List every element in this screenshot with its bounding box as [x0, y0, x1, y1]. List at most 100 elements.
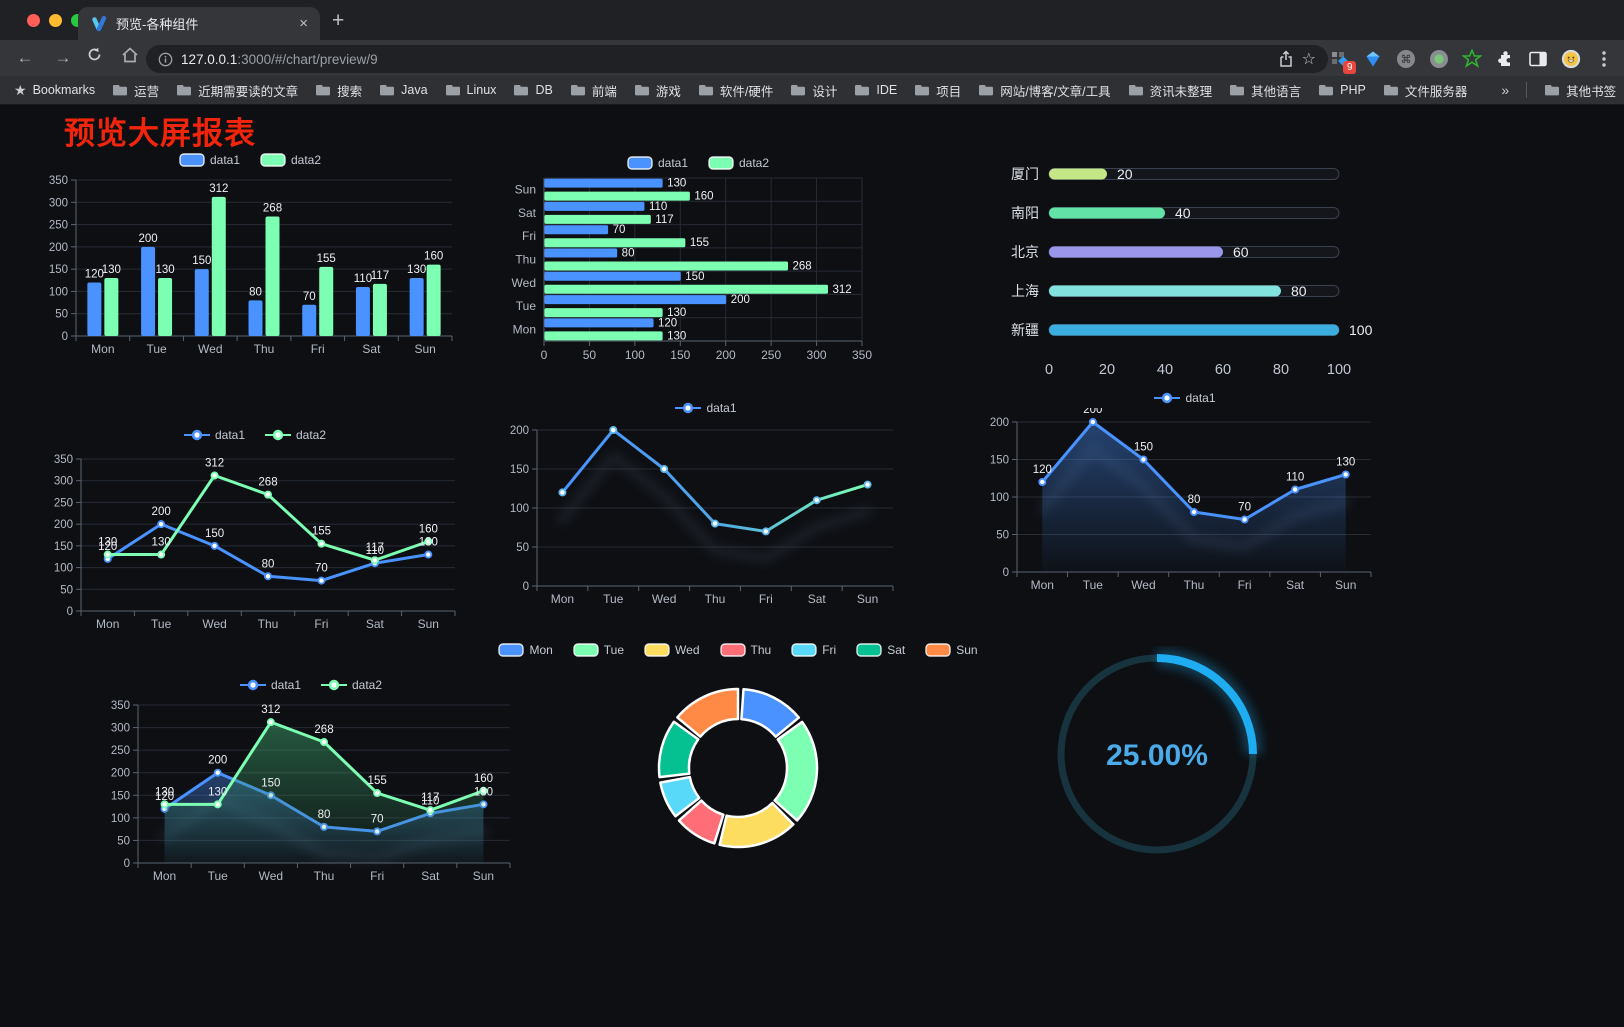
site-info-icon[interactable]	[158, 52, 173, 67]
svg-text:0: 0	[62, 331, 68, 343]
svg-text:100: 100	[54, 563, 73, 575]
svg-text:Fri: Fri	[314, 617, 328, 631]
legend-item-data1[interactable]: data1	[179, 153, 240, 167]
bookmark-item[interactable]: 文件服务器	[1383, 81, 1467, 100]
line-chart-canvas: 0 50 100 150 200 250 300 350 Mon Tue Wed Thu Fri Sat S…	[111, 700, 511, 883]
bookmark-item[interactable]: 前端	[570, 81, 617, 100]
svg-text:150: 150	[205, 528, 224, 540]
folder-icon	[113, 85, 128, 96]
svg-text:Mon: Mon	[1031, 578, 1054, 592]
bookmark-item[interactable]: 资讯未整理	[1128, 81, 1212, 100]
reload-icon	[88, 47, 101, 61]
extension-gem-icon[interactable]	[1363, 49, 1383, 69]
share-icon[interactable]	[1278, 50, 1294, 68]
svg-text:Mon: Mon	[96, 617, 119, 631]
svg-text:Thu: Thu	[254, 342, 275, 356]
bookmark-item[interactable]: Java	[379, 83, 428, 97]
extension-record-icon[interactable]	[1429, 49, 1449, 69]
svg-text:117: 117	[655, 214, 673, 226]
svg-text:268: 268	[258, 477, 277, 489]
svg-text:Wed: Wed	[259, 869, 283, 883]
browser-menu-icon[interactable]	[1594, 49, 1614, 69]
svg-text:Sun: Sun	[515, 183, 536, 197]
svg-text:0: 0	[1045, 362, 1053, 378]
svg-text:Mon: Mon	[91, 342, 114, 356]
back-button[interactable]: ←	[16, 48, 34, 67]
bookmark-item[interactable]: IDE	[854, 83, 897, 97]
extension-blocks-icon[interactable]: 9	[1330, 49, 1356, 74]
legend-item-data1[interactable]: data1	[627, 156, 688, 170]
bookmark-item[interactable]: 游戏	[634, 81, 681, 100]
svg-text:Wed: Wed	[652, 592, 676, 606]
legend-label: data2	[739, 156, 770, 170]
home-icon	[122, 47, 138, 63]
folder-icon	[634, 85, 649, 96]
bookmark-item[interactable]: DB	[513, 83, 553, 97]
svg-text:Sun: Sun	[1335, 578, 1356, 592]
profile-avatar[interactable]	[1561, 49, 1581, 69]
legend-label: data2	[291, 153, 322, 167]
extension-command-icon[interactable]: ⌘	[1396, 49, 1416, 69]
bookmark-item[interactable]: 软件/硬件	[698, 81, 773, 100]
bookmark-item[interactable]: 网站/博客/文章/工具	[978, 81, 1111, 100]
new-tab-button[interactable]: +	[332, 9, 345, 32]
legend-item-data2[interactable]: data2	[265, 428, 326, 442]
browser-tab[interactable]: 预览-各种组件 ×	[78, 7, 320, 40]
bookmark-items: 运营 近期需要读的文章 搜索 Java Linux DB 前端 游戏 软件/硬件 设计 IDE 项目网…	[112, 81, 1467, 100]
bookmark-item[interactable]: 其他语言	[1229, 81, 1301, 100]
extensions-puzzle-icon[interactable]	[1495, 49, 1515, 69]
side-panel-icon[interactable]	[1528, 49, 1548, 69]
close-window-button[interactable]	[27, 14, 40, 27]
progress-bars-chart: 厦门 20 南阳 40 北京 60 上海 80 新疆 100 0 20 40 60 80 100	[995, 152, 1387, 384]
bookmark-star-icon[interactable]: ☆	[1301, 51, 1316, 68]
legend-item-data2[interactable]: data2	[321, 678, 382, 692]
svg-text:250: 250	[49, 220, 68, 232]
bookmark-item[interactable]: 运营	[112, 81, 159, 100]
bookmarks-overflow-chevron[interactable]: »	[1501, 82, 1510, 98]
bookmarks-manager[interactable]: ★ Bookmarks	[14, 82, 95, 99]
svg-text:312: 312	[205, 458, 224, 470]
legend-item-Thu[interactable]: Thu	[719, 643, 771, 657]
legend-item-data2[interactable]: data2	[260, 153, 321, 167]
svg-text:200: 200	[49, 242, 68, 254]
minimize-window-button[interactable]	[49, 14, 62, 27]
folder-icon	[1545, 85, 1560, 96]
bookmark-item[interactable]: 项目	[914, 81, 961, 100]
forward-button[interactable]: →	[54, 48, 72, 67]
svg-text:300: 300	[49, 197, 68, 209]
folder-icon	[979, 85, 994, 96]
legend-item-data1[interactable]: data1	[1154, 391, 1216, 405]
legend-item-data2[interactable]: data2	[708, 156, 769, 170]
tab-title: 预览-各种组件	[116, 17, 199, 32]
legend-item-Mon[interactable]: Mon	[498, 643, 553, 657]
legend-item-Tue[interactable]: Tue	[573, 643, 624, 657]
extension-green-star-icon[interactable]	[1462, 49, 1482, 69]
svg-text:200: 200	[716, 348, 736, 362]
legend-item-Sat[interactable]: Sat	[856, 643, 905, 657]
legend-item-Fri[interactable]: Fri	[791, 643, 836, 657]
bar-chart-canvas: 0 50 100 150 200 250 300 350 Mon Tue Wed Thu Fri Sat S…	[49, 175, 453, 356]
legend-item-data1[interactable]: data1	[239, 678, 301, 692]
legend-label: data1	[214, 428, 245, 442]
legend-item-data1[interactable]: data1	[675, 401, 737, 415]
url-bar[interactable]: 127.0.0.1:3000/#/chart/preview/9 ☆	[146, 45, 1328, 73]
bookmark-item[interactable]: 设计	[790, 81, 837, 100]
legend-item-Wed[interactable]: Wed	[644, 643, 700, 657]
blue-area-chart: data1 0 50 100 150 200 Mon Tue Wed Thu Fri Sat Sun 12…	[983, 388, 1387, 598]
bookmark-item[interactable]: 搜索	[315, 81, 362, 100]
other-bookmarks[interactable]: 其他书签	[1544, 81, 1616, 100]
tab-close-icon[interactable]: ×	[299, 15, 308, 32]
reload-button[interactable]	[86, 46, 112, 70]
svg-text:Tue: Tue	[146, 342, 167, 356]
bookmark-item[interactable]: PHP	[1318, 83, 1366, 97]
legend-item-data1[interactable]: data1	[183, 428, 245, 442]
svg-text:150: 150	[192, 255, 211, 267]
svg-text:120: 120	[155, 791, 174, 803]
legend-label: data1	[209, 153, 240, 167]
svg-text:Sat: Sat	[808, 592, 827, 606]
legend-item-Sun[interactable]: Sun	[925, 643, 978, 657]
bookmark-item[interactable]: 近期需要读的文章	[176, 81, 298, 100]
bookmark-item[interactable]: Linux	[445, 83, 496, 97]
svg-text:Sat: Sat	[421, 869, 440, 883]
home-button[interactable]	[121, 46, 147, 70]
